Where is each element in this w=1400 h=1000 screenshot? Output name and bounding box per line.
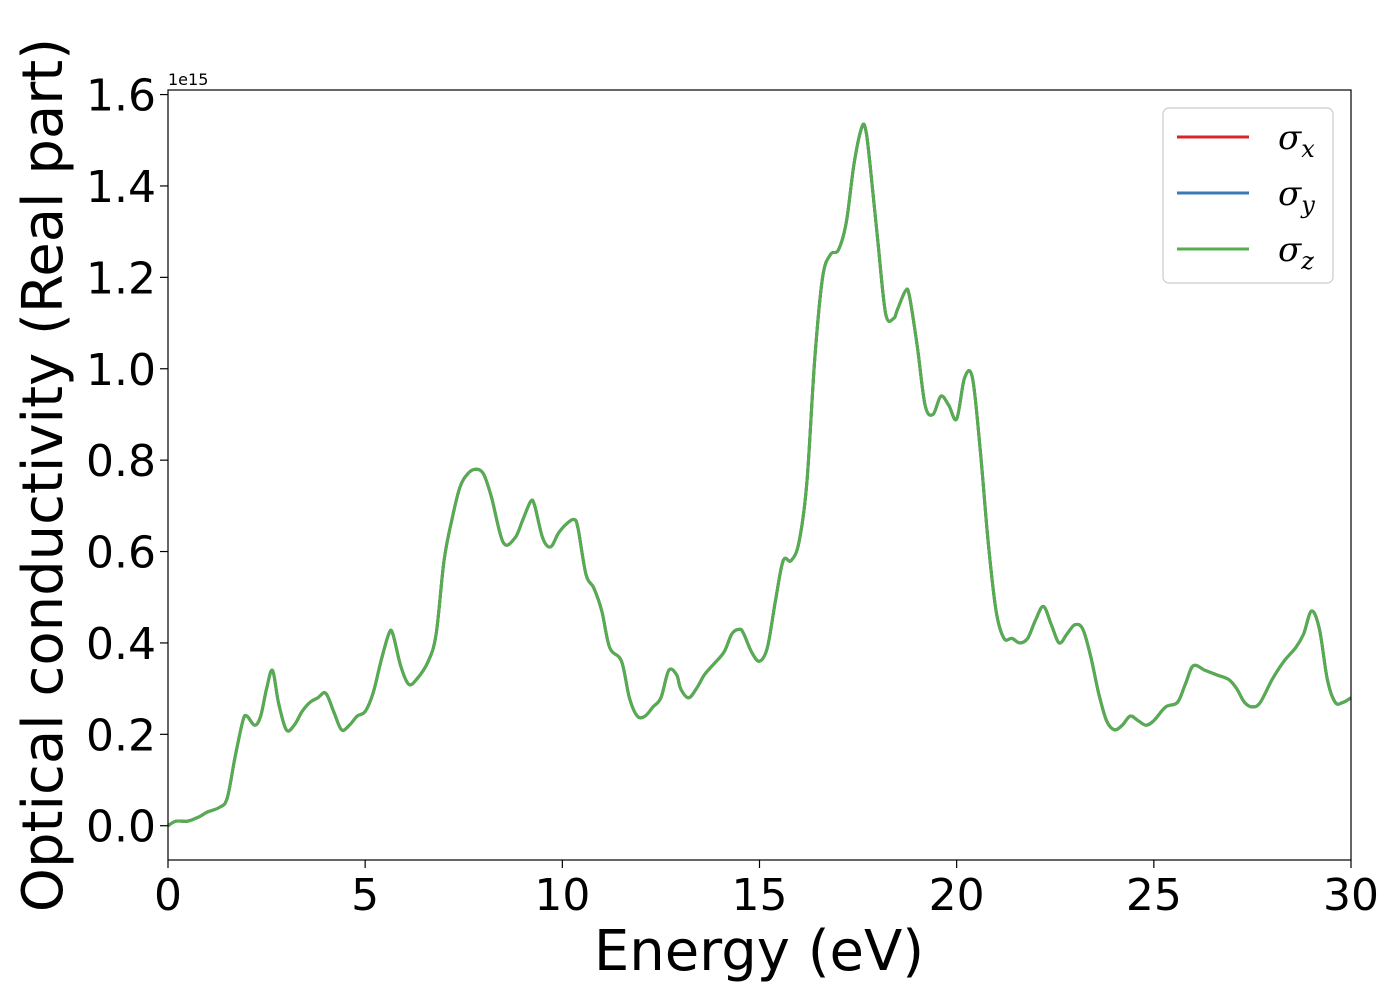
x-tick-label: 30: [1323, 870, 1379, 921]
x-tick-label: 25: [1126, 870, 1182, 921]
y-tick-label: 1.0: [86, 345, 156, 396]
y-tick-label: 0.0: [86, 802, 156, 853]
series-line-sigma-z: [167, 122, 1352, 828]
legend-label-sigma-y: σy: [1278, 174, 1315, 219]
y-tick-label: 0.8: [86, 436, 156, 487]
x-tick-label: 10: [534, 870, 590, 921]
plot-background: [168, 90, 1351, 860]
y-axis-label: Optical conductivity (Real part): [11, 38, 76, 912]
series-layer: [167, 122, 1352, 828]
y-tick-label: 0.4: [86, 619, 156, 670]
x-axis-ticks: 0 5 10 15 20 25 30: [154, 860, 1379, 921]
legend-box: [1162, 107, 1334, 284]
x-tick-label: 20: [929, 870, 985, 921]
y-tick-label: 0.6: [86, 528, 156, 579]
x-tick-label: 5: [351, 870, 379, 921]
x-tick-label: 0: [154, 870, 182, 921]
y-tick-label: 1.2: [86, 253, 156, 304]
y-tick-label: 1.4: [86, 162, 156, 213]
y-tick-label: 1.6: [86, 71, 156, 122]
y-axis-ticks: 0.0 0.2 0.4 0.6 0.8 1.0 1.2 1.4 1.6: [86, 71, 168, 853]
x-axis-label: Energy (eV): [594, 919, 924, 984]
y-tick-label: 0.2: [86, 710, 156, 761]
y-offset-label: 1e15: [168, 70, 208, 89]
x-tick-label: 15: [732, 870, 788, 921]
